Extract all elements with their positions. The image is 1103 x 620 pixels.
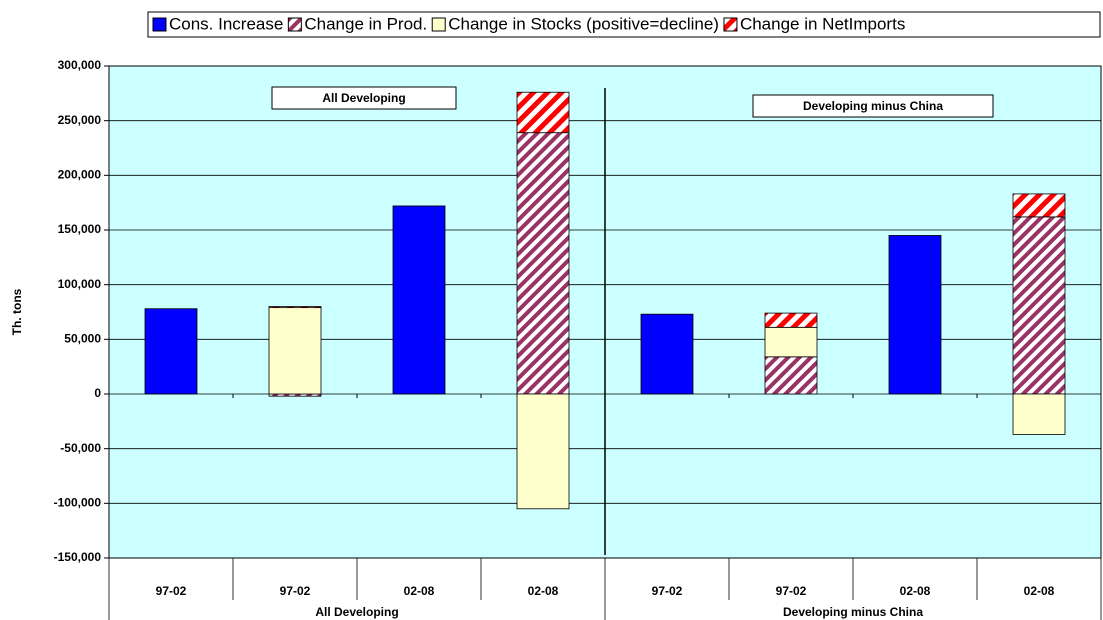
bar-segment bbox=[268, 307, 322, 395]
bar-segment bbox=[1012, 193, 1066, 218]
group-label: Developing minus China bbox=[783, 605, 923, 619]
y-tick-label: 300,000 bbox=[58, 58, 102, 72]
legend-label: Change in NetImports bbox=[740, 14, 905, 33]
y-tick-label: -50,000 bbox=[60, 441, 101, 455]
y-tick-label: 100,000 bbox=[58, 277, 102, 291]
bar-segment bbox=[888, 235, 942, 395]
x-tick-label: 97-02 bbox=[776, 584, 807, 598]
legend-swatch bbox=[723, 17, 738, 32]
x-tick-label: 97-02 bbox=[280, 584, 311, 598]
bar-segment bbox=[764, 356, 818, 395]
y-tick-label: 250,000 bbox=[58, 113, 102, 127]
bar-segment bbox=[392, 205, 446, 395]
x-tick-label: 02-08 bbox=[404, 584, 435, 598]
group-label: All Developing bbox=[315, 605, 398, 619]
y-tick-label: -150,000 bbox=[54, 550, 102, 564]
x-tick-label: 02-08 bbox=[900, 584, 931, 598]
annotation: Developing minus China bbox=[803, 99, 943, 113]
y-tick-label: 50,000 bbox=[64, 332, 101, 346]
bar-segment bbox=[640, 313, 694, 395]
legend-label: Cons. Increase bbox=[169, 14, 283, 33]
x-tick-label: 97-02 bbox=[156, 584, 187, 598]
annotation: All Developing bbox=[322, 91, 405, 105]
legend-swatch bbox=[431, 17, 446, 32]
x-tick-label: 02-08 bbox=[528, 584, 559, 598]
legend-label: Change in Stocks (positive=decline) bbox=[448, 14, 719, 33]
x-tick-label: 97-02 bbox=[652, 584, 683, 598]
legend-label: Change in Prod. bbox=[304, 14, 427, 33]
y-tick-label: 200,000 bbox=[58, 168, 102, 182]
bar-segment bbox=[144, 308, 198, 395]
legend-swatch bbox=[152, 17, 167, 32]
y-tick-label: 150,000 bbox=[58, 222, 102, 236]
bar-segment bbox=[1012, 216, 1066, 395]
x-tick-label: 02-08 bbox=[1024, 584, 1055, 598]
y-axis-title: Th. tons bbox=[10, 288, 24, 335]
bar-segment bbox=[516, 91, 570, 134]
bar-segment bbox=[516, 393, 570, 510]
bar-segment bbox=[1012, 393, 1066, 435]
bar-segment bbox=[268, 306, 322, 309]
legend-box bbox=[147, 11, 1101, 38]
bar-segment bbox=[516, 132, 570, 395]
bar-segment bbox=[764, 326, 818, 358]
y-tick-label: 0 bbox=[94, 386, 101, 400]
bar-segment bbox=[764, 312, 818, 328]
y-tick-label: -100,000 bbox=[54, 496, 102, 510]
legend-swatch bbox=[287, 17, 302, 32]
annotation-box bbox=[271, 86, 457, 110]
annotation-box bbox=[752, 94, 994, 118]
